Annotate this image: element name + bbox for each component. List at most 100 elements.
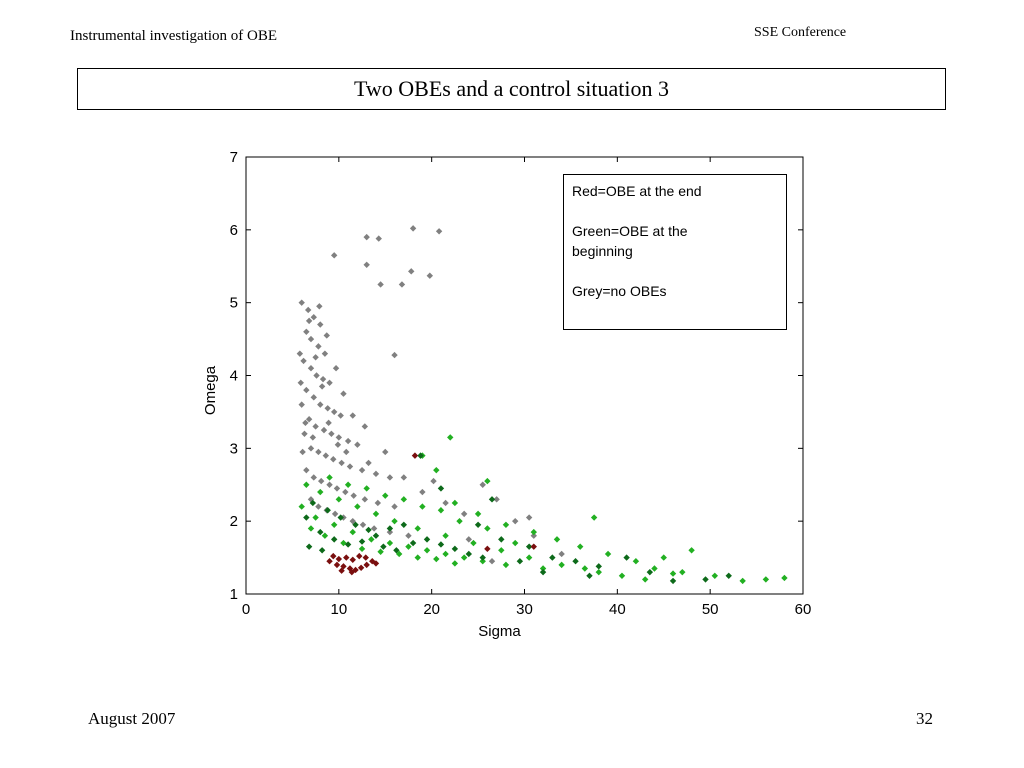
scatter-point-series-1 [405, 543, 412, 550]
scatter-point-series-1 [298, 503, 305, 510]
scatter-point-series-0 [316, 303, 323, 310]
scatter-point-series-0 [323, 332, 330, 339]
scatter-point-series-0 [326, 379, 333, 386]
scatter-point-series-0 [377, 281, 384, 288]
scatter-point-series-0 [310, 314, 317, 321]
scatter-point-series-2 [337, 514, 344, 521]
x-tick-label: 50 [702, 601, 719, 618]
scatter-point-series-0 [398, 281, 406, 288]
scatter-point-series-0 [426, 272, 434, 279]
scatter-point-series-0 [307, 365, 315, 372]
scatter-point-series-1 [451, 499, 459, 507]
scatter-point-series-0 [363, 233, 370, 241]
scatter-point-series-1 [781, 574, 788, 582]
scatter-point-series-0 [332, 365, 340, 372]
scatter-point-series-1 [502, 561, 510, 569]
scatter-point-series-3 [363, 561, 370, 569]
scatter-point-series-1 [335, 496, 343, 503]
scatter-point-series-3 [530, 543, 537, 550]
scatter-point-series-0 [328, 430, 335, 437]
scatter-point-series-1 [590, 514, 598, 521]
x-tick-label: 30 [516, 601, 533, 618]
scatter-point-series-1 [484, 477, 491, 485]
scatter-point-series-2 [498, 536, 505, 543]
scatter-point-series-0 [313, 372, 320, 379]
x-axis-label: Sigma [478, 623, 521, 640]
scatter-point-series-2 [669, 577, 677, 585]
scatter-point-series-0 [318, 383, 326, 390]
scatter-point-series-0 [310, 394, 317, 401]
scatter-point-series-3 [348, 568, 356, 576]
scatter-point-series-0 [303, 328, 310, 335]
scatter-point-series-0 [400, 474, 408, 481]
scatter-point-series-1 [330, 521, 338, 529]
legend-entry-green: Green=OBE at the beginning [572, 223, 688, 259]
scatter-point-series-2 [352, 521, 359, 529]
scatter-point-series-1 [349, 528, 356, 536]
scatter-point-series-2 [702, 576, 709, 583]
scatter-point-series-3 [411, 452, 419, 459]
scatter-point-series-0 [430, 477, 437, 485]
scatter-point-series-2 [330, 536, 338, 543]
scatter-point-series-3 [333, 561, 341, 569]
scatter-point-series-1 [368, 536, 375, 543]
scatter-point-series-0 [493, 496, 500, 503]
scatter-point-series-0 [409, 225, 417, 232]
legend-entry-red: Red=OBE at the end [572, 183, 702, 199]
scatter-point-series-0 [315, 503, 322, 510]
scatter-point-series-0 [309, 434, 317, 441]
scatter-point-series-0 [305, 317, 313, 325]
scatter-point-series-0 [343, 448, 350, 456]
y-axis-label: Omega [202, 365, 219, 415]
scatter-point-series-0 [299, 448, 306, 456]
y-tick-label: 3 [230, 440, 238, 457]
scatter-point-series-2 [437, 485, 445, 492]
scatter-point-series-0 [330, 408, 338, 416]
header-left-text: Instrumental investigation of OBE [70, 28, 278, 44]
x-tick-label: 20 [423, 601, 440, 618]
x-tick-label: 60 [795, 601, 812, 618]
scatter-point-series-0 [372, 470, 380, 478]
scatter-point-series-0 [307, 445, 315, 452]
scatter-point-series-0 [382, 448, 389, 456]
scatter-point-series-0 [363, 261, 370, 268]
scatter-point-series-0 [479, 481, 486, 488]
scatter-point-series-1 [474, 510, 482, 518]
y-tick-label: 7 [230, 149, 238, 166]
scatter-point-series-0 [460, 510, 468, 518]
footer-page-number: 32 [916, 709, 933, 728]
scatter-point-series-0 [391, 503, 398, 510]
scatter-point-series-0 [338, 459, 345, 467]
scatter-point-series-0 [317, 401, 324, 408]
scatter-point-series-1 [433, 466, 440, 474]
scatter-point-series-0 [361, 423, 369, 430]
header-right-text: SSE Conference [754, 25, 847, 40]
scatter-point-series-0 [297, 379, 304, 386]
slide-title-box: Two OBEs and a control situation 3 [77, 68, 946, 110]
scatter-point-series-1 [530, 528, 537, 536]
scatter-point-series-0 [386, 528, 394, 536]
y-tick-label: 6 [230, 222, 238, 239]
scatter-point-series-1 [303, 481, 310, 488]
scatter-point-series-0 [361, 496, 369, 503]
scatter-point-series-0 [300, 357, 307, 365]
scatter-point-series-0 [365, 459, 372, 467]
scatter-point-series-1 [395, 550, 403, 558]
scatter-point-series-2 [400, 521, 408, 529]
scatter-point-series-3 [369, 558, 376, 565]
legend-entry-grey: Grey=no OBEs [572, 283, 667, 299]
scatter-point-series-0 [326, 481, 333, 488]
y-tick-label: 5 [230, 295, 238, 312]
scatter-point-series-2 [465, 550, 472, 558]
scatter-point-series-0 [331, 510, 339, 518]
x-tick-label: 10 [330, 601, 347, 618]
scatter-point-series-0 [304, 306, 312, 314]
scatter-point-series-0 [298, 401, 305, 408]
scatter-point-series-1 [553, 536, 561, 543]
scatter-point-series-0 [310, 474, 317, 481]
scatter-point-series-1 [312, 514, 319, 521]
scatter-point-series-1 [354, 503, 361, 510]
scatter-point-series-0 [333, 485, 341, 492]
x-tick-label: 40 [609, 601, 626, 618]
scatter-point-series-2 [488, 496, 496, 503]
